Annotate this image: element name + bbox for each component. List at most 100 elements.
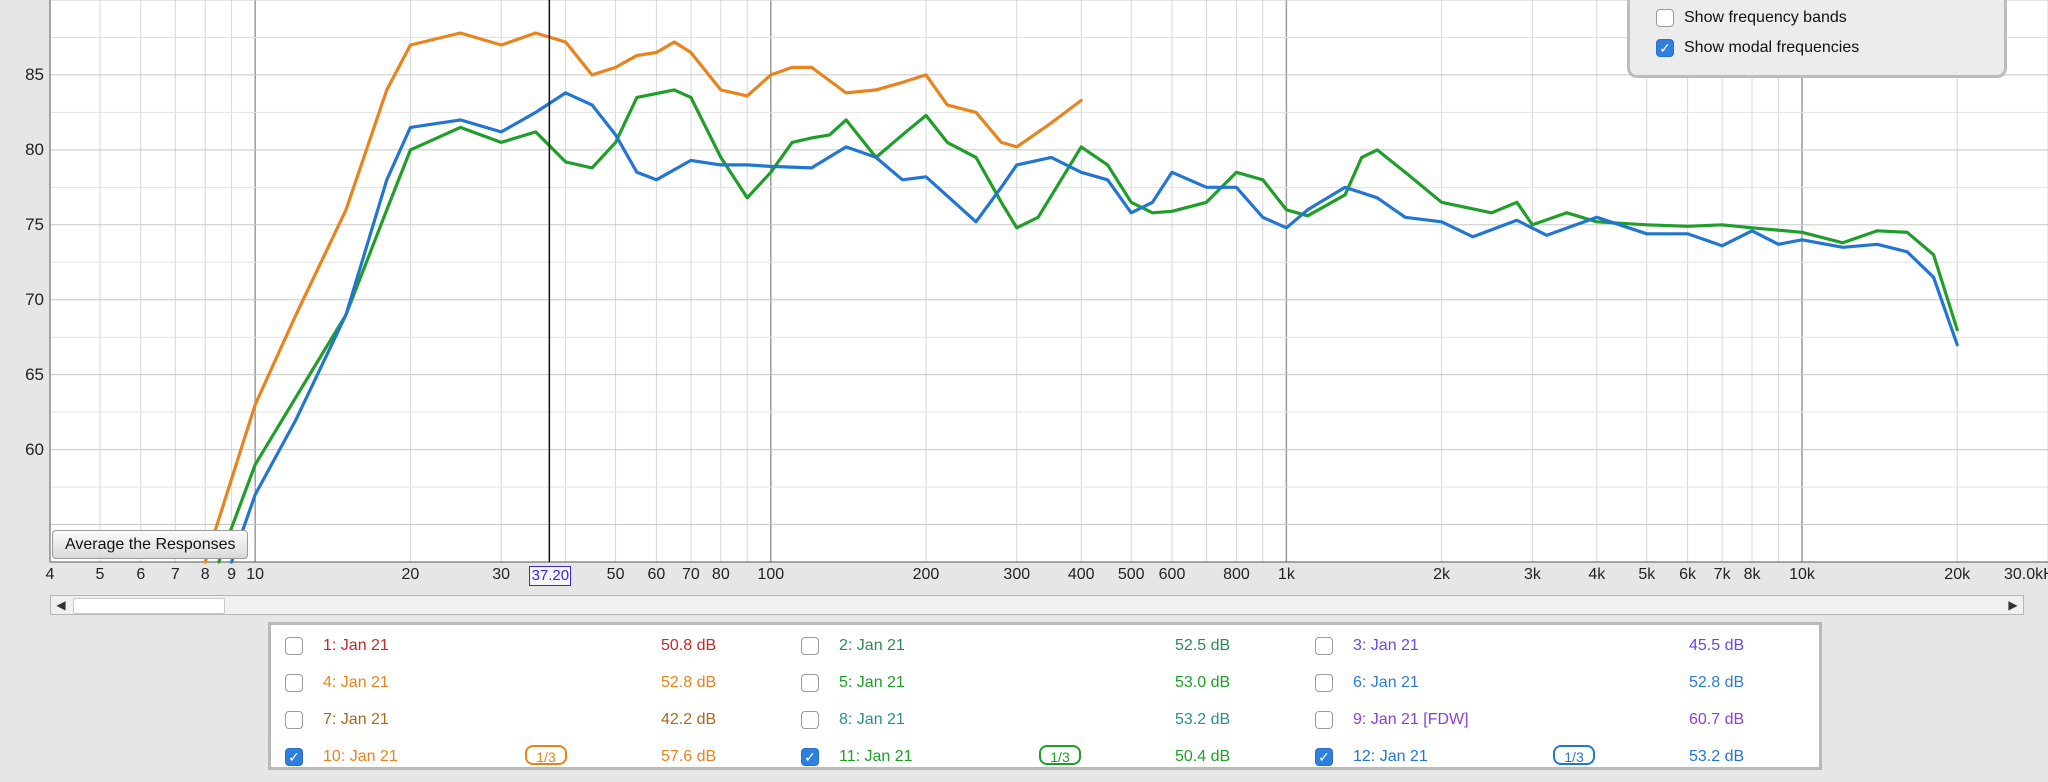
measurement-checkbox[interactable] [801, 674, 819, 692]
x-tick-label: 7k [1713, 566, 1731, 583]
measurement-entry[interactable]: 4: Jan 21 52.8 dB [281, 668, 791, 698]
x-tick-label: 1k [1277, 566, 1295, 583]
measurement-entry[interactable]: 8: Jan 21 53.2 dB [797, 705, 1307, 735]
x-tick-label: 60 [647, 566, 666, 583]
measurement-label: 6: Jan 21 [1353, 674, 1419, 691]
x-tick-label: 600 [1158, 566, 1186, 583]
measurement-checkbox[interactable]: ✓ [801, 748, 819, 766]
show-frequency-bands-label: Show frequency bands [1684, 9, 1847, 26]
chart-svg [49, 0, 2048, 564]
measurement-checkbox[interactable] [1315, 711, 1333, 729]
x-tick-label: 4k [1588, 566, 1606, 583]
x-tick-label: 30.0kHz [2004, 566, 2048, 583]
x-tick-label: 500 [1117, 566, 1145, 583]
measurement-level: 52.5 dB [1175, 637, 1231, 654]
x-tick-label: 100 [757, 566, 785, 583]
scroll-thumb[interactable] [73, 598, 225, 614]
measurement-label: 8: Jan 21 [839, 711, 905, 728]
measurement-checkbox[interactable] [285, 711, 303, 729]
measurement-checkbox[interactable] [801, 637, 819, 655]
x-tick-label: 30 [492, 566, 511, 583]
measurement-checkbox[interactable] [801, 711, 819, 729]
measurement-label: 5: Jan 21 [839, 674, 905, 691]
display-options-panel: Show frequency bands ✓ Show modal freque… [1627, 0, 2007, 78]
measurement-entry[interactable]: ✓ 11: Jan 21 1/3 50.4 dB [797, 742, 1307, 772]
measurement-checkbox[interactable] [285, 637, 303, 655]
show-modal-frequencies-option[interactable]: ✓ Show modal frequencies [1656, 39, 1859, 57]
scroll-right-icon[interactable]: ▶ [2008, 598, 2018, 612]
measurement-checkbox[interactable]: ✓ [285, 748, 303, 766]
measurement-label: 9: Jan 21 [FDW] [1353, 711, 1469, 728]
x-tick-label: 50 [606, 566, 625, 583]
x-tick-label: 8 [200, 566, 210, 583]
series-line-2 [217, 88, 1959, 564]
measurements-panel: 1: Jan 21 50.8 dB 2: Jan 21 52.5 dB 3: Jan 2… [268, 622, 1822, 770]
average-responses-button[interactable]: Average the Responses [52, 530, 249, 559]
measurement-entry[interactable]: ✓ 10: Jan 21 1/3 57.6 dB [281, 742, 791, 772]
measurement-entry[interactable]: ✓ 12: Jan 21 1/3 53.2 dB [1311, 742, 1821, 772]
smoothing-badge[interactable]: 1/3 [1039, 745, 1081, 765]
measurement-level: 53.0 dB [1175, 674, 1231, 691]
y-tick-label: 60 [25, 439, 44, 459]
frequency-response-chart[interactable] [0, 0, 2048, 600]
measurement-entry[interactable]: 6: Jan 21 52.8 dB [1311, 668, 1821, 698]
plot-area [50, 0, 2048, 562]
y-tick-label: 80 [25, 139, 44, 159]
measurement-level: 53.2 dB [1175, 711, 1231, 728]
show-modal-frequencies-label: Show modal frequencies [1684, 39, 1860, 56]
measurement-checkbox[interactable]: ✓ [1315, 748, 1333, 766]
measurement-level: 42.2 dB [661, 711, 717, 728]
series-line-1 [203, 31, 1083, 564]
x-tick-label: 4 [45, 566, 55, 583]
show-modal-frequencies-checkbox[interactable]: ✓ [1656, 39, 1674, 57]
x-tick-label: 3k [1523, 566, 1541, 583]
y-tick-label: 65 [25, 364, 44, 384]
x-tick-label: 20k [1944, 566, 1971, 583]
x-tick-label: 800 [1223, 566, 1250, 583]
x-tick-label: 9 [227, 566, 237, 583]
scroll-left-icon[interactable]: ◀ [56, 598, 66, 612]
measurement-checkbox[interactable] [1315, 637, 1333, 655]
measurement-entry[interactable]: 1: Jan 21 50.8 dB [281, 631, 791, 661]
y-tick-label: 70 [25, 289, 44, 309]
x-tick-label: 5 [95, 566, 105, 583]
measurement-entry[interactable]: 3: Jan 21 45.5 dB [1311, 631, 1821, 661]
smoothing-badge[interactable]: 1/3 [1553, 745, 1595, 765]
horizontal-scrollbar[interactable]: ◀ ▶ [50, 595, 2024, 615]
x-tick-label: 7 [170, 566, 180, 583]
measurement-label: 12: Jan 21 [1353, 748, 1428, 765]
smoothing-badge[interactable]: 1/3 [525, 745, 567, 765]
measurement-label: 4: Jan 21 [323, 674, 389, 691]
measurement-level: 57.6 dB [661, 748, 717, 765]
measurement-level: 53.2 dB [1689, 748, 1745, 765]
measurement-level: 52.8 dB [1689, 674, 1745, 691]
measurement-entry[interactable]: 5: Jan 21 53.0 dB [797, 668, 1307, 698]
x-tick-label: 10k [1789, 566, 1815, 583]
y-tick-label: 75 [25, 214, 44, 234]
x-tick-label: 6k [1679, 566, 1697, 583]
x-tick-label: 10 [246, 566, 265, 583]
cursor-frequency-label: 37.20 [529, 566, 572, 586]
x-tick-label: 400 [1067, 566, 1095, 583]
series-line-3 [230, 91, 1959, 564]
x-tick-label: 20 [401, 566, 420, 583]
measurement-entry[interactable]: 7: Jan 21 42.2 dB [281, 705, 791, 735]
x-tick-label: 70 [682, 566, 700, 583]
x-tick-label: 6 [136, 566, 146, 583]
show-frequency-bands-option[interactable]: Show frequency bands [1656, 9, 1847, 27]
measurement-level: 52.8 dB [661, 674, 717, 691]
x-tick-label: 200 [912, 566, 940, 583]
x-tick-label: 80 [711, 566, 730, 583]
show-frequency-bands-checkbox[interactable] [1656, 9, 1674, 27]
measurement-checkbox[interactable] [1315, 674, 1333, 692]
y-tick-label: 85 [25, 64, 44, 84]
measurement-label: 2: Jan 21 [839, 637, 905, 654]
x-tick-label: 300 [1003, 566, 1031, 583]
measurement-level: 45.5 dB [1689, 637, 1745, 654]
x-tick-label: 5k [1638, 566, 1656, 583]
measurement-entry[interactable]: 2: Jan 21 52.5 dB [797, 631, 1307, 661]
measurement-label: 1: Jan 21 [323, 637, 389, 654]
measurement-level: 50.4 dB [1175, 748, 1231, 765]
measurement-entry[interactable]: 9: Jan 21 [FDW] 60.7 dB [1311, 705, 1821, 735]
measurement-checkbox[interactable] [285, 674, 303, 692]
